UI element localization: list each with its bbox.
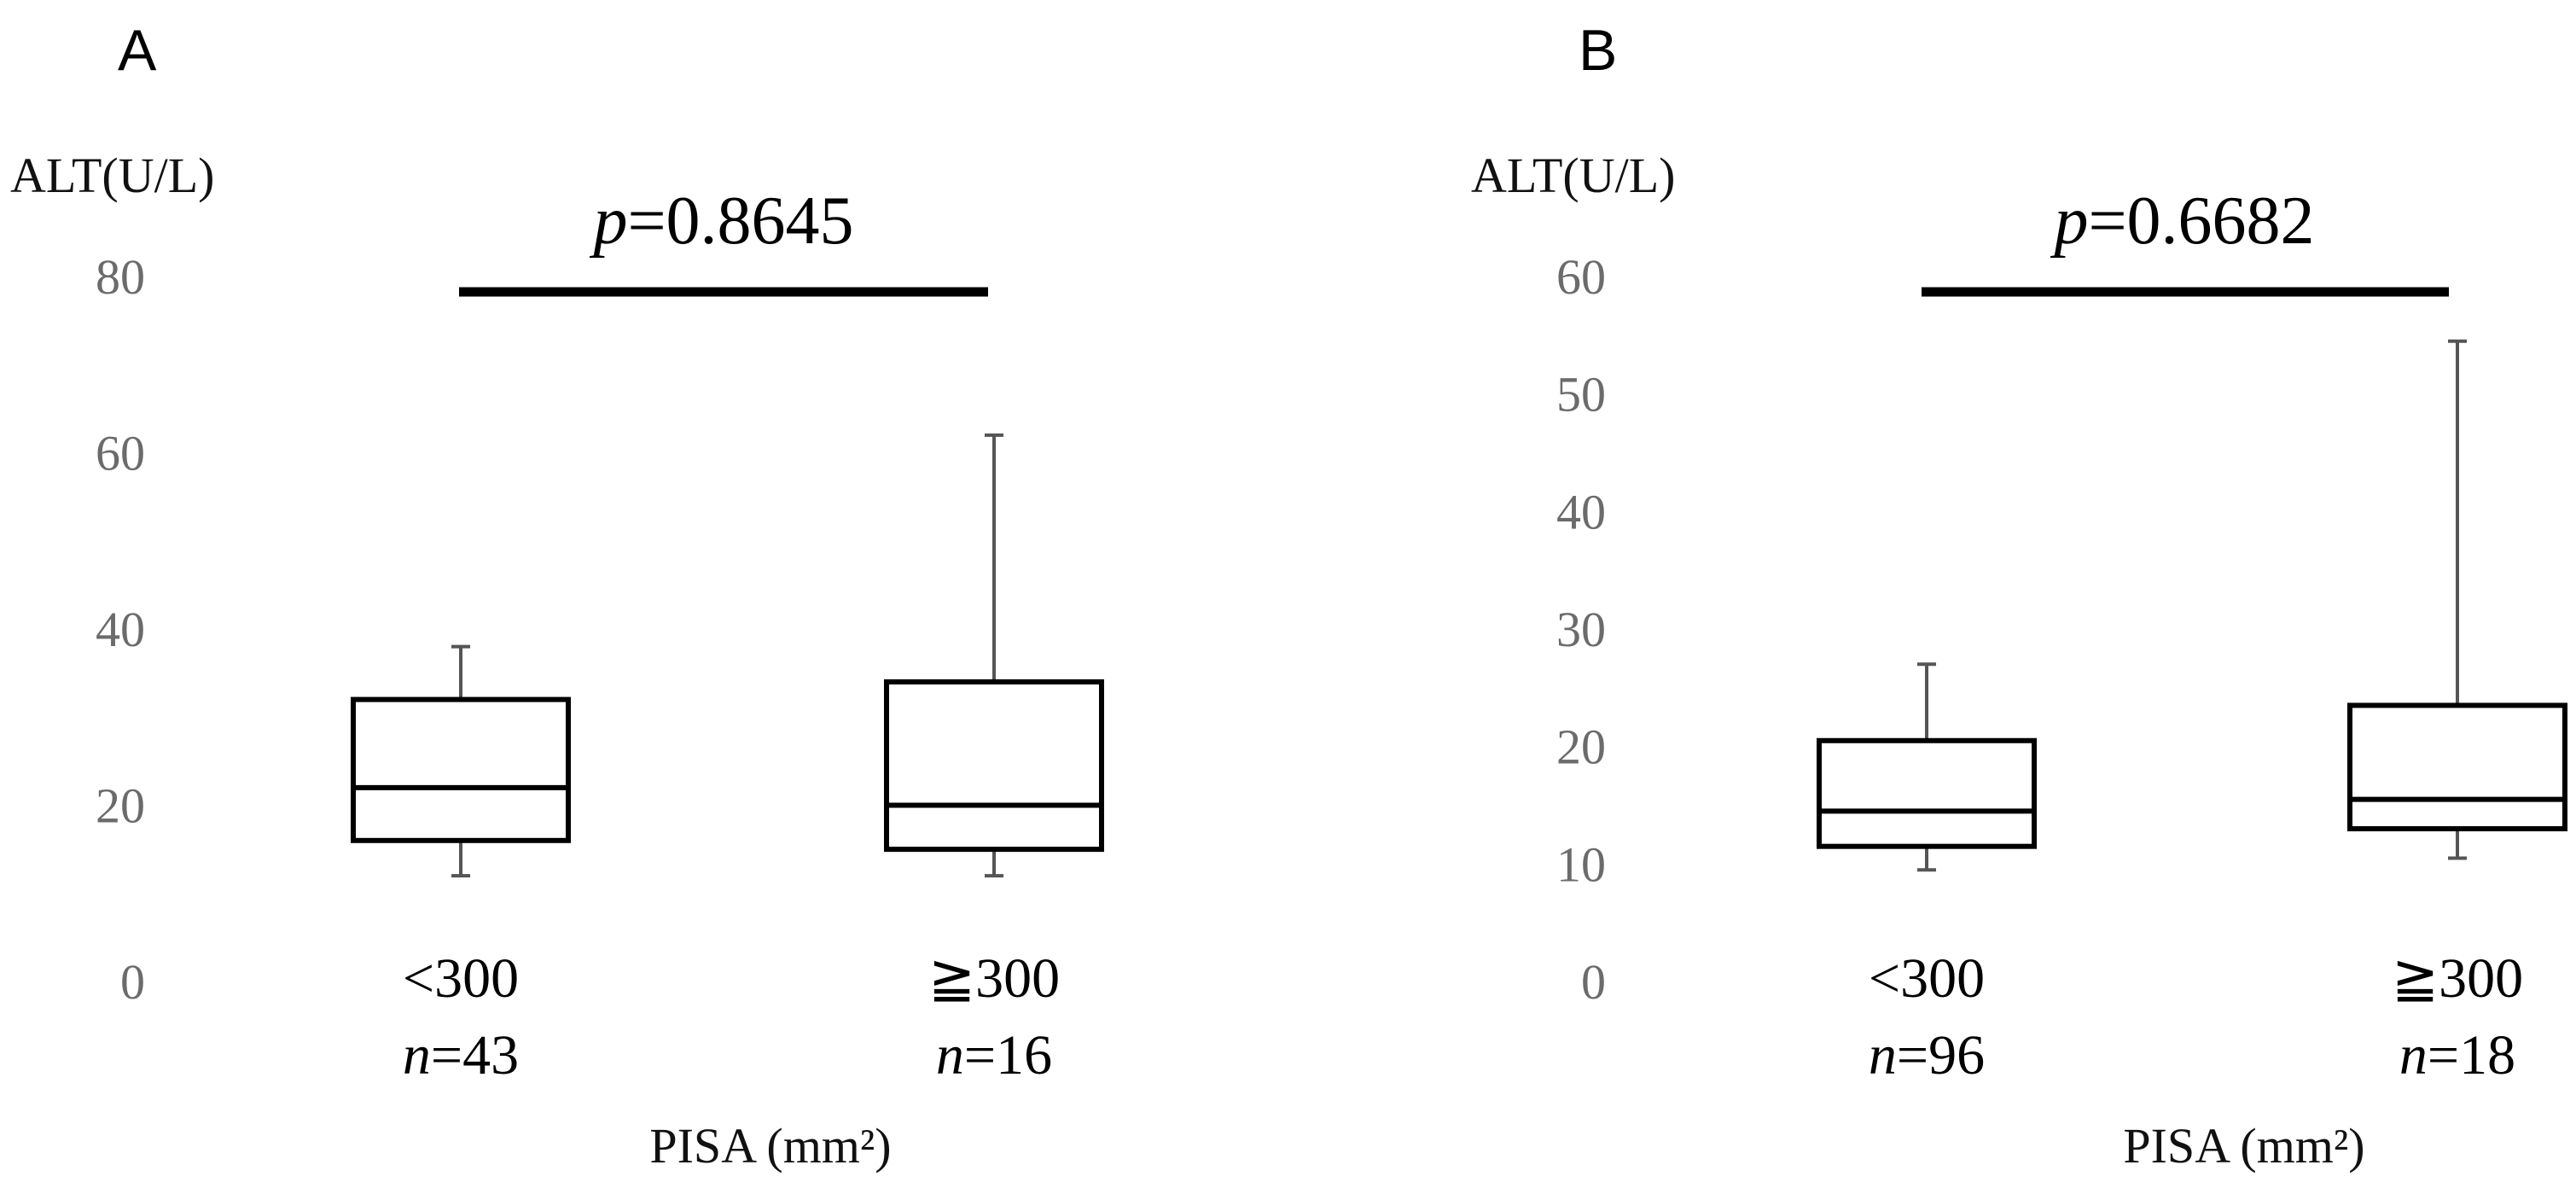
box-iqr: [884, 679, 1104, 853]
y-tick-label: 40: [1556, 484, 1606, 539]
y-tick-label: 40: [96, 602, 145, 657]
panel-letter: B: [1579, 18, 1617, 83]
y-tick-label: 0: [120, 954, 145, 1010]
n-label: n=96: [1869, 1024, 1985, 1086]
n-label: n=18: [2399, 1024, 2515, 1086]
y-tick-label: 20: [1556, 719, 1606, 775]
box-iqr: [1817, 737, 2037, 849]
y-tick-label: 60: [96, 426, 145, 481]
x-axis-label: PISA (mm²): [2123, 1118, 2364, 1174]
y-tick-label: 20: [96, 778, 145, 834]
y-tick-label: 10: [1556, 836, 1606, 892]
y-axis-label: ALT(U/L): [1471, 148, 1675, 203]
y-tick-label: 80: [96, 249, 145, 305]
panel-letter: A: [118, 18, 157, 83]
category-label: <300: [1869, 947, 1985, 1010]
n-label: n=43: [403, 1024, 519, 1086]
p-value-label: p=0.6682: [2050, 183, 2314, 259]
y-axis-label: ALT(U/L): [10, 148, 214, 203]
category-label: ≧300: [928, 947, 1060, 1010]
y-tick-label: 60: [1556, 249, 1606, 305]
category-label: ≧300: [2392, 947, 2523, 1010]
p-value-label: p=0.8645: [589, 183, 853, 259]
n-label: n=16: [936, 1024, 1052, 1086]
box-iqr: [2347, 702, 2567, 832]
box-iqr: [351, 696, 571, 843]
y-tick-label: 0: [1581, 954, 1606, 1010]
y-tick-label: 50: [1556, 367, 1606, 422]
category-label: <300: [403, 947, 519, 1010]
x-axis-label: PISA (mm²): [649, 1118, 891, 1174]
y-tick-label: 30: [1556, 602, 1606, 657]
